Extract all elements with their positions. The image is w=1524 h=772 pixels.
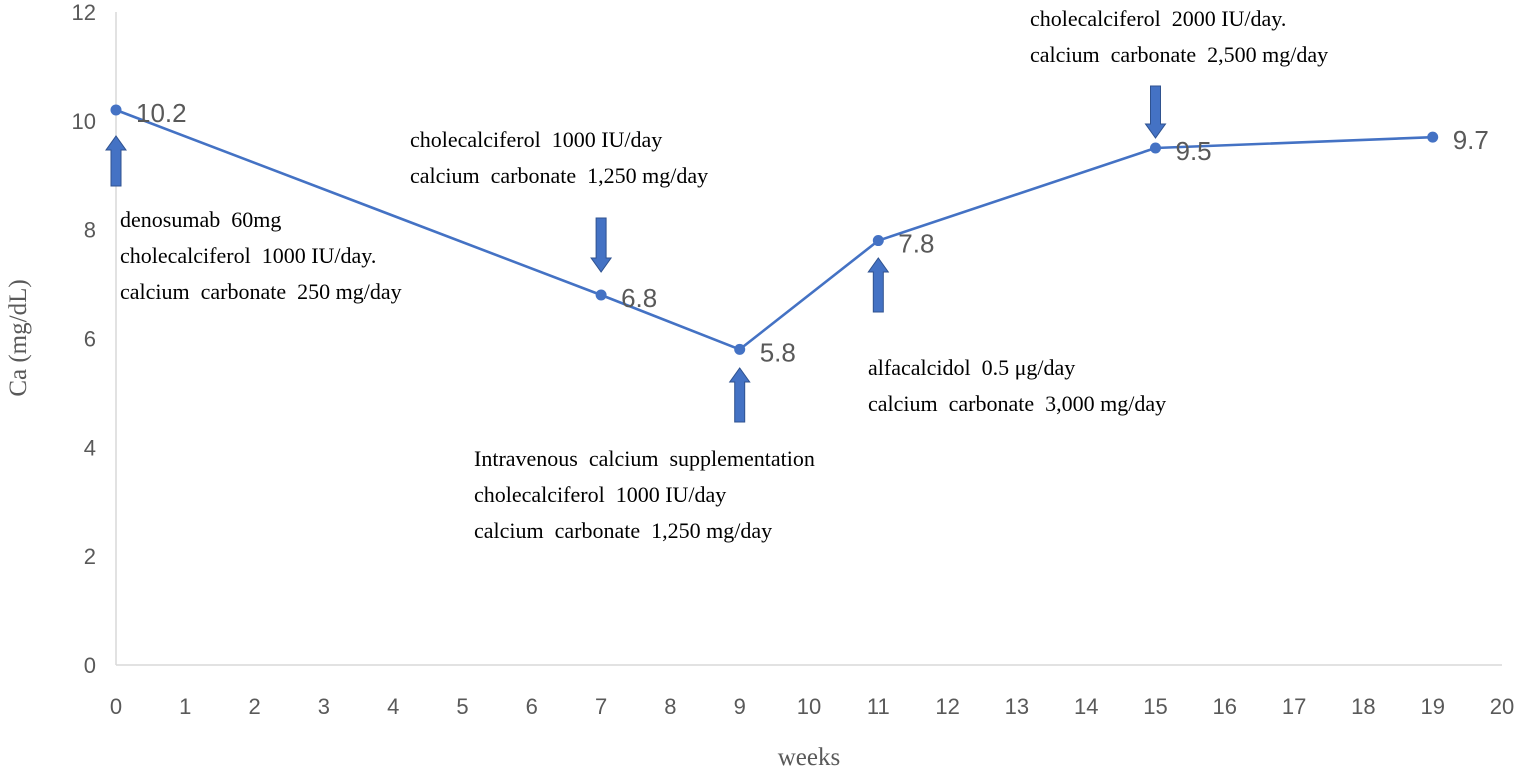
x-tick-label: 8	[664, 694, 676, 719]
down-arrow-icon	[590, 217, 613, 273]
y-axis-title: Ca (mg/dL)	[5, 279, 32, 396]
data-label: 5.8	[760, 337, 796, 367]
x-tick-label: 16	[1213, 694, 1237, 719]
data-point	[110, 104, 122, 116]
data-point	[1150, 142, 1161, 154]
up-arrow-icon	[867, 257, 890, 313]
annotation-line: calcium carbonate 250 mg/day	[120, 279, 402, 304]
y-tick-label: 12	[72, 0, 96, 25]
annotation-week-11: alfacalcidol 0.5 μg/day calcium carbonate…	[867, 257, 1166, 416]
x-tick-label: 4	[387, 694, 399, 719]
data-label: 6.8	[621, 283, 657, 313]
up-arrow-icon	[105, 135, 127, 187]
annotation-week-15: cholecalciferol 2000 IU/day. calcium carb…	[1030, 6, 1328, 139]
x-tick-label: 10	[797, 694, 821, 719]
annotation-line: calcium carbonate 3,000 mg/day	[868, 391, 1166, 416]
x-tick-label: 7	[595, 694, 607, 719]
series-line	[115, 108, 1433, 351]
data-point	[1427, 131, 1439, 143]
x-tick-label: 14	[1074, 694, 1098, 719]
annotation-line: cholecalciferol 2000 IU/day.	[1030, 6, 1286, 31]
y-tick-label: 4	[84, 435, 96, 460]
annotation-line: cholecalciferol 1000 IU/day	[474, 482, 726, 507]
data-point	[872, 235, 884, 247]
y-tick-label: 8	[84, 218, 96, 243]
annotation-week-9: Intravenous calcium supplementation chole…	[474, 367, 815, 543]
annotation-line: denosumab 60mg	[120, 207, 281, 232]
x-tick-label: 19	[1420, 694, 1444, 719]
annotation-line: Intravenous calcium supplementation	[474, 446, 815, 471]
x-tick-label: 1	[179, 694, 191, 719]
x-axis-title: weeks	[778, 744, 840, 771]
x-tick-label: 11	[867, 694, 890, 719]
up-arrow-icon	[728, 367, 751, 423]
annotation-line: cholecalciferol 1000 IU/day.	[120, 243, 376, 268]
x-tick-label: 9	[734, 694, 746, 719]
x-tick-label: 2	[248, 694, 260, 719]
x-tick-label: 6	[526, 694, 538, 719]
x-tick-label: 3	[318, 694, 330, 719]
data-label: 9.7	[1453, 125, 1489, 155]
x-tick-label: 12	[935, 694, 959, 719]
data-point	[734, 343, 746, 355]
annotation-line: calcium carbonate 2,500 mg/day	[1030, 42, 1328, 67]
data-label: 9.5	[1176, 136, 1212, 166]
series-calcium: 10.2 6.8 5.8 7.8 9.5 9.7	[110, 98, 1489, 367]
y-tick-label: 10	[72, 109, 96, 134]
annotation-week-0: denosumab 60mg cholecalciferol 1000 IU/da…	[105, 135, 402, 304]
x-tick-labels: 0 1 2 3 4 5 6 7 8 9 10 11 12 13 14 15 16 17 18 19 20	[110, 694, 1514, 719]
x-tick-label: 5	[456, 694, 468, 719]
y-tick-label: 6	[84, 327, 96, 352]
x-tick-label: 18	[1351, 694, 1375, 719]
x-tick-label: 17	[1282, 694, 1306, 719]
data-point	[595, 289, 607, 301]
annotation-line: calcium carbonate 1,250 mg/day	[474, 518, 772, 543]
annotation-week-7: cholecalciferol 1000 IU/day calcium carbo…	[410, 127, 708, 273]
data-label: 10.2	[136, 98, 187, 128]
annotation-line: cholecalciferol 1000 IU/day	[410, 127, 662, 152]
x-tick-label: 20	[1490, 694, 1514, 719]
annotation-line: calcium carbonate 1,250 mg/day	[410, 163, 708, 188]
x-tick-label: 15	[1143, 694, 1167, 719]
annotation-line: alfacalcidol 0.5 μg/day	[868, 355, 1075, 380]
y-tick-label: 0	[84, 653, 96, 678]
data-label: 7.8	[898, 229, 934, 259]
y-tick-label: 2	[84, 544, 96, 569]
x-tick-label: 13	[1005, 694, 1029, 719]
down-arrow-icon	[1144, 85, 1167, 139]
x-tick-label: 0	[110, 694, 122, 719]
treatment-annotations: denosumab 60mg cholecalciferol 1000 IU/da…	[105, 6, 1328, 543]
y-tick-labels: 0 2 4 6 8 10 12	[72, 0, 96, 678]
